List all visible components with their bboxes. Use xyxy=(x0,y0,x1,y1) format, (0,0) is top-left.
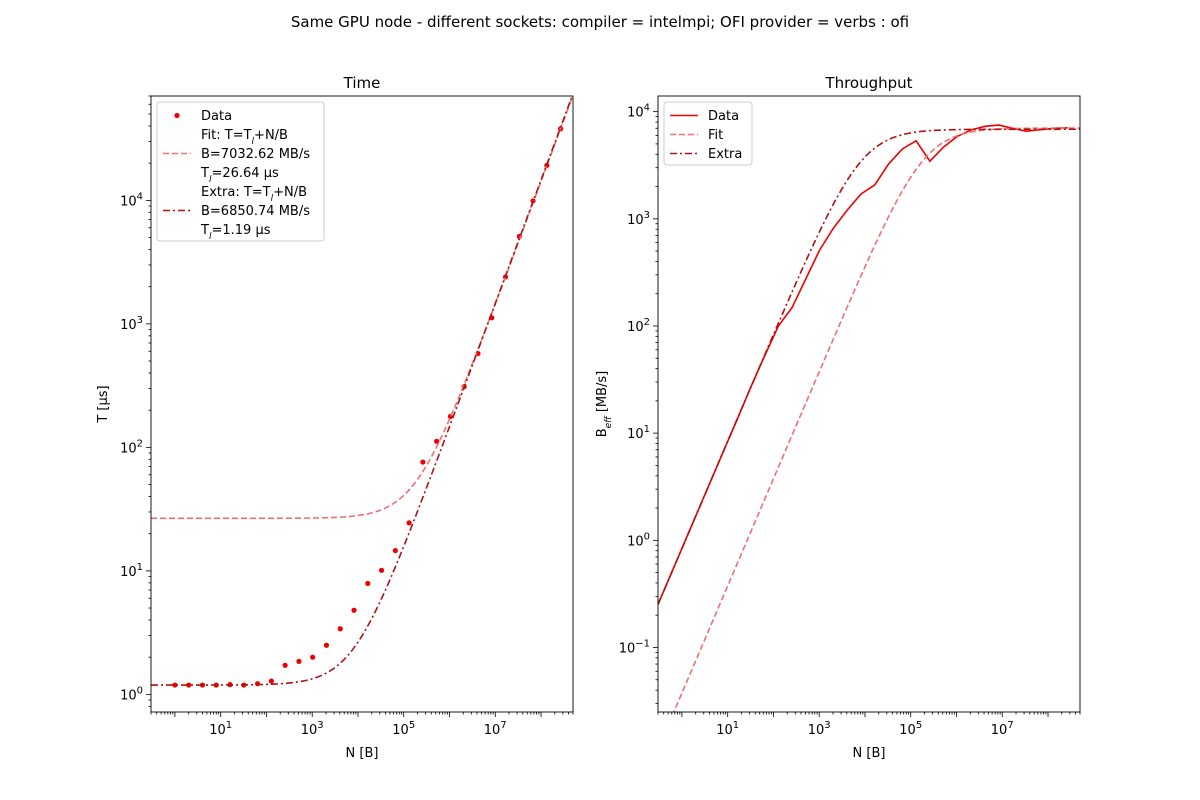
legend-label: Tl=26.64 µs xyxy=(200,166,279,185)
data-point xyxy=(323,642,330,648)
x-axis-label: N [B] xyxy=(346,746,379,761)
data-point xyxy=(282,662,288,668)
x-tick-label: 101 xyxy=(716,720,739,738)
x-tick-label: 107 xyxy=(484,720,507,738)
x-tick-label: 107 xyxy=(991,720,1014,738)
x-tick-label: 103 xyxy=(808,720,831,738)
data-point xyxy=(186,682,192,688)
y-tick-label: 104 xyxy=(627,103,650,121)
panel-title: Time xyxy=(343,74,381,92)
figure-title: Same GPU node - different sockets: compi… xyxy=(291,13,909,31)
legend-box xyxy=(156,101,325,242)
data-point xyxy=(378,567,385,573)
data-point xyxy=(544,162,550,168)
data-point xyxy=(310,654,316,660)
legend: Data Fit: T=Tl+N/BB=7032.62 MB/s Tl=26.64 … xyxy=(156,101,325,242)
y-tick-label: 103 xyxy=(627,210,650,228)
series-line-extra xyxy=(151,96,573,686)
data-point xyxy=(254,681,261,687)
time-chart: Time 101 103 105 107 100 101 102 103 104 N [B] T [µ… xyxy=(96,74,574,761)
x-tick-label: 105 xyxy=(392,720,415,738)
series-line-data xyxy=(658,124,1068,605)
data-point xyxy=(296,658,302,664)
y-tick-label: 101 xyxy=(120,562,143,580)
data-point xyxy=(268,678,274,684)
data-point xyxy=(420,459,426,465)
legend-marker-data xyxy=(174,112,180,119)
legend-label: Extra xyxy=(708,147,742,162)
data-point xyxy=(351,607,357,613)
y-tick-label: 103 xyxy=(120,315,143,333)
throughput-chart: Throughput 101 103 105 107 10−1 100 101 102 103 10… xyxy=(595,74,1081,761)
y-axis-label: Beff [MB/s] xyxy=(595,371,614,438)
data-point xyxy=(434,438,440,444)
data-point xyxy=(406,520,412,526)
y-tick-label: 102 xyxy=(627,317,650,335)
y-axis-label: T [µs] xyxy=(96,385,111,423)
x-axis-label: N [B] xyxy=(853,746,886,761)
plot-area xyxy=(151,96,573,688)
legend-label: Fit xyxy=(708,128,723,143)
plot-area xyxy=(658,124,1080,712)
tick-marks xyxy=(653,111,1081,717)
legend-label: B=7032.62 MB/s xyxy=(201,147,310,162)
legend-label: Data xyxy=(201,109,232,124)
legend-label: Fit: T=Tl+N/B xyxy=(201,128,288,147)
axes-frame xyxy=(657,95,1081,713)
series-line-extra xyxy=(658,128,1080,605)
panel-title: Throughput xyxy=(824,74,912,92)
y-tick-label: 10−1 xyxy=(619,638,650,656)
data-point xyxy=(337,626,343,632)
y-tick-label: 101 xyxy=(627,424,650,442)
y-tick-label: 100 xyxy=(627,531,650,549)
x-tick-label: 103 xyxy=(301,720,324,738)
y-tick-label: 100 xyxy=(120,685,143,703)
data-point xyxy=(365,580,371,587)
series-line-fit xyxy=(672,127,1080,712)
axes-frame xyxy=(150,95,574,713)
legend-label: Data xyxy=(708,109,739,124)
legend-label: Tl=1.19 µs xyxy=(200,223,271,242)
legend: Data Fit Extra xyxy=(663,101,753,166)
legend-label: Extra: T=Tl+N/B xyxy=(201,185,307,204)
legend-box xyxy=(663,101,753,166)
y-tick-label: 104 xyxy=(120,191,143,209)
x-tick-label: 101 xyxy=(209,720,232,738)
y-tick-label: 102 xyxy=(120,438,143,456)
series-line-fit xyxy=(151,96,573,520)
legend-label: B=6850.74 MB/s xyxy=(201,204,310,219)
data-point xyxy=(392,547,398,554)
x-tick-label: 105 xyxy=(899,720,922,738)
data-point xyxy=(172,682,178,688)
